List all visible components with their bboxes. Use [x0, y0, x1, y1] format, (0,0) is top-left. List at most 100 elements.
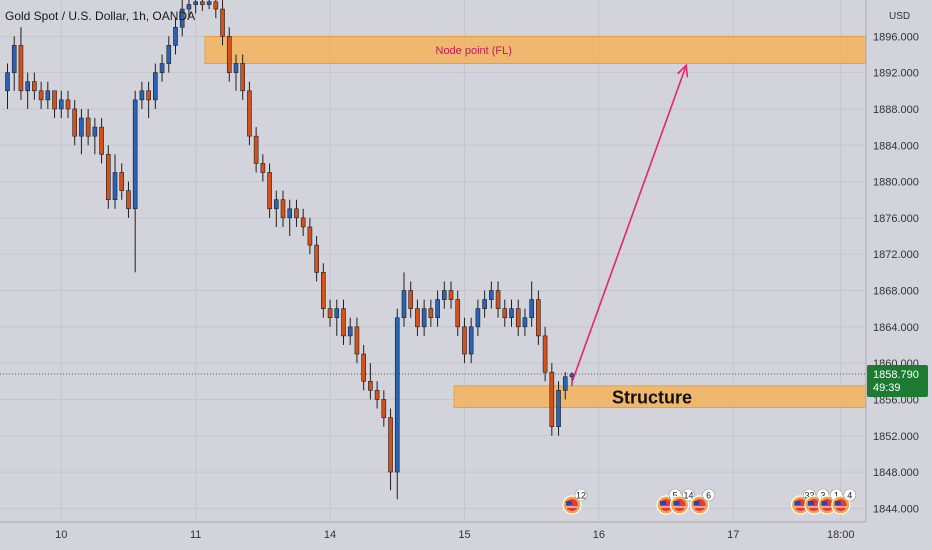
price-tick-label: 1856.000 [873, 394, 919, 406]
price-tick-label: 1844.000 [873, 503, 919, 515]
candle-body [529, 299, 534, 319]
event-flag-icon: 3 [804, 488, 830, 515]
candle-body [267, 172, 272, 210]
price-tick-label: 1888.000 [873, 104, 919, 116]
event-count: 12 [576, 491, 586, 501]
projection-arrow[interactable] [571, 63, 689, 383]
event-count-bubble [574, 488, 588, 502]
event-count: 6 [706, 491, 711, 501]
candle-body [240, 63, 245, 92]
candle-body [314, 244, 319, 273]
candle-body [368, 380, 373, 391]
flag-blue [693, 501, 700, 505]
candle-body [65, 99, 71, 110]
candle-body [200, 1, 205, 5]
candle-body [502, 308, 508, 319]
event-flag-icon: 4 [831, 488, 857, 515]
event-count-bubble [843, 488, 857, 502]
candle-body [287, 208, 293, 219]
event-count: 3 [820, 491, 825, 501]
event-markers[interactable]: 12 5 14 6 33 3 1 4 [562, 488, 857, 515]
candle-body [193, 1, 198, 5]
candle-body [106, 154, 111, 201]
event-count-bubble [682, 488, 695, 502]
candle-body [52, 90, 57, 110]
candle-body [92, 126, 98, 137]
price-tick-label: 1872.000 [873, 249, 919, 261]
candle-body [213, 1, 219, 10]
price-tick-label: 1884.000 [873, 140, 919, 152]
price-tick-label: 1868.000 [873, 286, 919, 298]
candle-body [435, 299, 440, 319]
candle-body [119, 172, 125, 191]
candle-body [18, 45, 24, 92]
time-tick-label: 14 [324, 529, 336, 541]
candle-body [186, 4, 192, 10]
candle-body [173, 26, 178, 46]
candles-layer [5, 0, 575, 500]
candle-body [247, 90, 252, 137]
price-tick-label: 1848.000 [873, 467, 919, 479]
candle-body [354, 326, 360, 355]
candle-body [5, 72, 10, 92]
candle-body [280, 199, 286, 219]
event-count-bubble [702, 488, 715, 502]
candle-body [273, 199, 279, 210]
candle-body [226, 36, 232, 73]
candle-body [260, 163, 266, 173]
candle-body [428, 308, 434, 319]
price-tick-label: 1896.000 [873, 31, 919, 43]
time-tick-label: 16 [593, 529, 605, 541]
symbol-title[interactable]: Gold Spot / U.S. Dollar, 1h, OANDA [5, 9, 195, 23]
candle-body [38, 90, 44, 101]
candle-body [381, 399, 387, 418]
candle-body [139, 90, 145, 101]
event-count: 33 [804, 491, 814, 501]
candle-body [334, 308, 340, 319]
candle-body [25, 81, 30, 92]
candle-body [441, 290, 447, 300]
price-tick-label: 1852.000 [873, 431, 919, 443]
candle-body [153, 72, 158, 101]
flag-blue [660, 501, 667, 505]
price-axis[interactable] [866, 0, 932, 522]
event-flag-icon: 14 [669, 488, 695, 515]
candle-body [415, 308, 420, 328]
candle-body [112, 172, 118, 201]
candle-body [448, 290, 454, 300]
zone-label: Node point (FL) [436, 45, 512, 57]
candle-body [475, 308, 481, 328]
candle-body [347, 326, 353, 337]
candle-body [327, 308, 333, 319]
arrow-head [677, 63, 689, 78]
time-axis-ticks: 10 11 14 15 16 17 18:00 [55, 529, 854, 541]
time-tick-label: 15 [458, 529, 470, 541]
price-tick-label: 1876.000 [873, 213, 919, 225]
candle-body [294, 208, 299, 219]
candle-body [300, 217, 306, 228]
candle-body [85, 117, 91, 137]
candle-body [401, 290, 407, 319]
candle-body [542, 335, 548, 373]
price-badge-background [867, 365, 928, 398]
candle-body [126, 190, 131, 210]
candle-body [421, 308, 427, 328]
flag-blue [673, 501, 680, 505]
candle-body [79, 117, 84, 137]
candle-body [522, 317, 528, 328]
candle-body [58, 99, 64, 110]
event-count: 14 [683, 491, 693, 501]
candle-body [159, 63, 165, 73]
candle-body [388, 417, 393, 473]
candle-body [99, 126, 104, 155]
candle-body [495, 290, 501, 309]
event-flag-icon: 12 [562, 488, 588, 515]
arrow-shaft [571, 65, 687, 383]
event-flag-icon: 33 [790, 488, 816, 515]
flag-blue [565, 501, 572, 505]
time-tick-label: 10 [55, 529, 67, 541]
candle-body [489, 290, 494, 300]
flag-blue [821, 501, 828, 505]
